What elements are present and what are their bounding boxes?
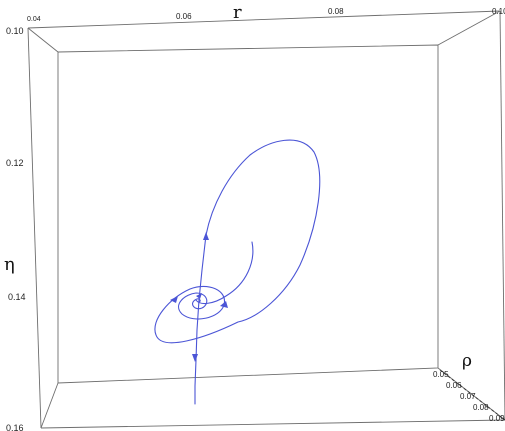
back-face: [57, 44, 439, 384]
r-tick-label: 0.04: [27, 16, 41, 23]
trajectory-curve: [154, 139, 321, 405]
front-edge-top: [27, 10, 501, 29]
arrow-core: [196, 293, 202, 299]
eta-tick-label: 0.14: [8, 292, 26, 302]
front-edge-bottom: [40, 419, 505, 429]
r-ticks: 0.04 0.06 0.08 0.10: [27, 7, 505, 23]
eta-tick-label: 0.10: [6, 26, 24, 36]
rho-tick-label: 0.05: [433, 370, 449, 379]
eta-tick-label: 0.16: [6, 423, 24, 431]
arrow-inner-arm: [220, 301, 228, 308]
front-edge-left: [27, 27, 42, 429]
rho-tick-label: 0.09: [489, 414, 505, 423]
front-edge-right: [499, 10, 505, 421]
rho-tick-label: 0.06: [446, 381, 462, 390]
rho-ticks: 0.05 0.06 0.07 0.08 0.09: [433, 370, 505, 423]
eta-tick-label: 0.12: [6, 158, 24, 168]
trajectory: [154, 139, 321, 405]
r-axis-title: r: [233, 2, 242, 23]
depth-edge-bottom-left: [40, 382, 59, 429]
trajectory-inner-arm: [195, 241, 254, 305]
r-tick-label: 0.10: [492, 7, 505, 16]
eta-axis-title: η: [4, 254, 15, 275]
depth-edge-top-left: [27, 27, 59, 53]
arrow-left-loop: [170, 296, 178, 303]
rho-axis-title: ρ: [462, 351, 472, 371]
r-tick-label: 0.08: [328, 7, 344, 16]
arrow-down: [192, 354, 198, 362]
bounding-box: [27, 10, 505, 429]
arrow-up: [203, 232, 209, 240]
r-tick-label: 0.06: [176, 12, 192, 21]
depth-edge-top-right: [437, 10, 501, 46]
rho-tick-label: 0.07: [460, 392, 476, 401]
rho-axis-line: [439, 369, 505, 421]
rho-tick-label: 0.08: [473, 403, 489, 412]
eta-ticks: 0.10 0.12 0.14 0.16: [6, 26, 26, 431]
